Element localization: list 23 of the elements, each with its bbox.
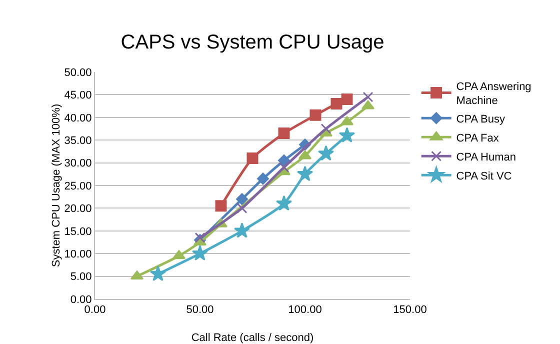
y-tick-label: 50.00	[64, 66, 92, 79]
y-tick-label: 5.00	[70, 271, 92, 284]
y-tick-label: 0.00	[70, 294, 92, 306]
y-axis-title: System CPU Usage (MAX 100%)	[50, 104, 62, 268]
y-tick-label: 35.00	[64, 134, 92, 147]
legend-label: CPA Human	[456, 151, 516, 164]
x-tick-label: 0.00	[84, 304, 106, 316]
x-tick-label: 150.00	[393, 304, 427, 316]
y-tick-label: 40.00	[64, 112, 92, 124]
chart-title: CAPS vs System CPU Usage	[120, 31, 384, 54]
y-tick-label: 10.00	[64, 248, 92, 260]
x-tick-label: 50.00	[186, 304, 214, 316]
y-tick-label: 30.00	[64, 158, 92, 170]
y-tick-label: 45.00	[64, 90, 92, 102]
x-tick-label: 100.00	[288, 304, 322, 316]
legend-label: CPA Sit VC	[456, 170, 512, 182]
x-axis-title: Call Rate (calls / second)	[191, 332, 314, 344]
legend-label: CPA Busy	[456, 113, 506, 126]
y-tick-label: 15.00	[64, 226, 92, 238]
y-tick-label: 25.00	[64, 180, 92, 192]
y-tick-label: 20.00	[64, 203, 92, 216]
legend-label: CPA Fax	[456, 132, 500, 144]
legend-label: CPA Answering Machine	[456, 80, 532, 108]
